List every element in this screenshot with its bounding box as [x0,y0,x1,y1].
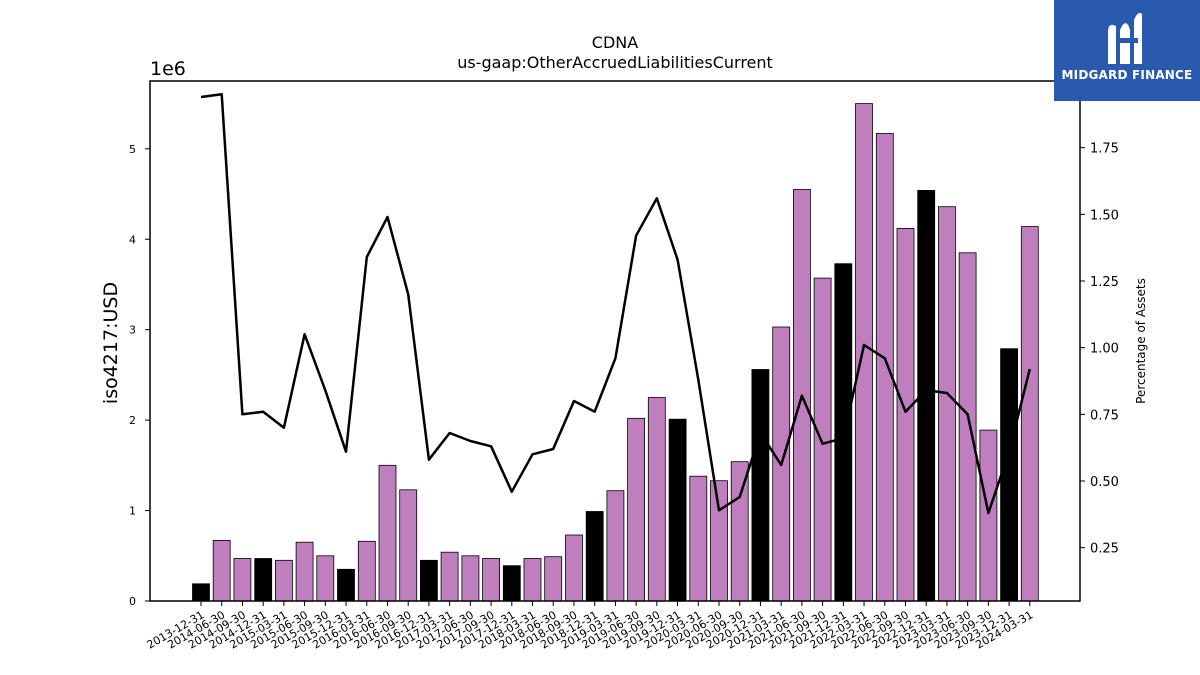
bar [419,559,438,602]
bar [896,227,915,602]
midgard-logo: MIDGARD FINANCE [1054,0,1200,101]
bar [1000,348,1018,602]
bar [938,206,956,602]
bar [875,133,894,602]
bar [254,558,273,602]
chart-title: CDNA [592,33,638,52]
bar [233,558,252,602]
bar [979,429,998,602]
bar [647,397,666,602]
bar [295,541,314,602]
bar [357,540,376,602]
y-axis-label: iso4217:USD [100,282,122,404]
bar [1020,226,1039,602]
chart-subtitle: us-gaap:OtherAccruedLiabilitiesCurrent [457,53,773,72]
bar [855,103,873,602]
bar [461,555,480,602]
y-axis-multiplier: 1e6 [150,58,186,80]
bar [523,558,542,602]
y2-tick-label: 0.50 [1090,475,1119,490]
bar [813,277,832,602]
bar [440,551,459,602]
bar [482,558,501,602]
bar [378,464,397,602]
bar [627,417,645,602]
y2-tick-label: 1.25 [1090,275,1119,290]
bar [337,568,355,602]
y2-tick-label: 0.25 [1090,542,1119,557]
bar [751,369,770,602]
logo-text: MIDGARD FINANCE [1061,68,1193,82]
bar [585,511,604,602]
bar [316,555,335,602]
bar [565,534,583,602]
y-tick-label: 3 [129,324,136,337]
y2-axis-label: Percentage of Assets [1134,278,1148,404]
y-tick-label: 4 [129,233,136,246]
bar [544,556,563,602]
bar [502,565,521,602]
y2-tick-label: 1.50 [1090,208,1119,223]
bar [958,252,977,602]
y-tick-label: 5 [129,143,136,156]
midgard-logo-icon [1108,12,1142,64]
y-tick-label: 2 [129,414,136,427]
bar [689,475,708,602]
y-tick-label: 0 [129,595,136,608]
y2-tick-label: 0.75 [1090,408,1119,423]
bar [834,263,853,602]
bar [606,490,625,602]
y-tick-label: 1 [129,505,136,518]
bar [710,480,728,602]
bar [399,489,418,602]
series-line [200,93,1032,515]
y2-tick-label: 1.00 [1090,342,1119,357]
bar [274,559,293,602]
y2-tick-label: 1.75 [1090,142,1119,157]
bar [212,540,231,602]
bar [668,418,687,602]
bar [192,583,210,602]
